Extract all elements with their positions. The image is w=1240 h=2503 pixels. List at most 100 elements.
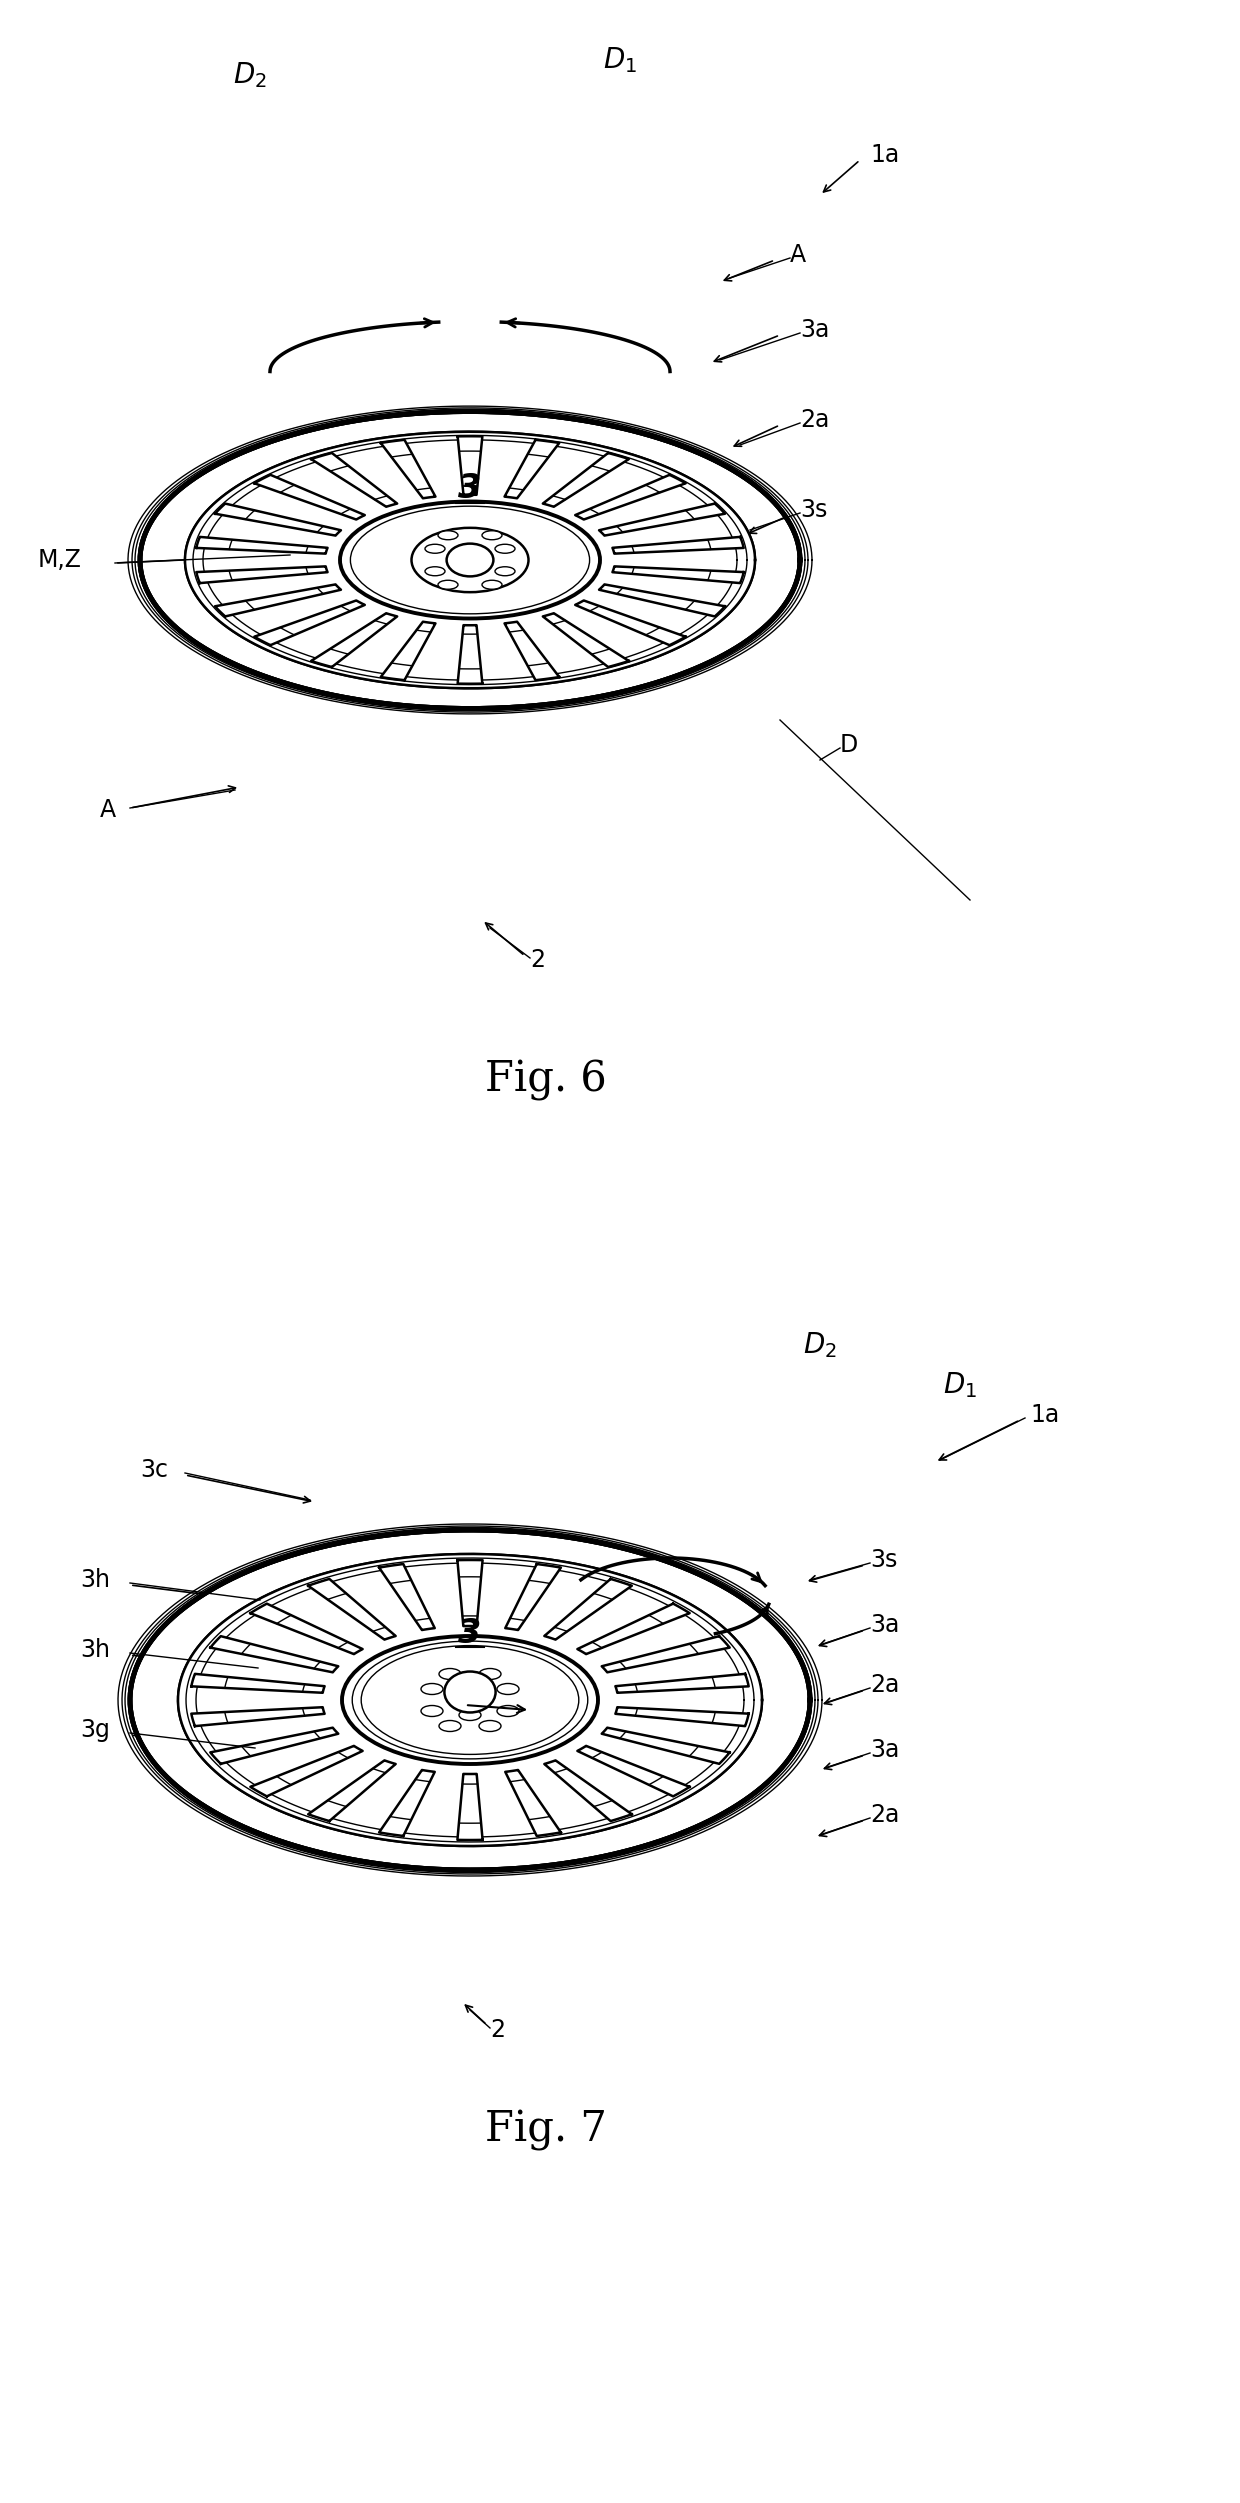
Text: 3c: 3c <box>140 1459 167 1482</box>
Text: 1a: 1a <box>1030 1404 1059 1427</box>
Polygon shape <box>179 1554 763 1847</box>
Polygon shape <box>215 583 341 616</box>
Ellipse shape <box>425 566 445 576</box>
Ellipse shape <box>459 1680 481 1690</box>
Polygon shape <box>185 431 755 688</box>
Polygon shape <box>196 566 327 583</box>
Text: A: A <box>100 798 117 821</box>
Ellipse shape <box>444 1672 496 1712</box>
Polygon shape <box>578 1747 689 1797</box>
Polygon shape <box>615 1675 749 1692</box>
Polygon shape <box>254 476 365 521</box>
Text: 3: 3 <box>459 1617 481 1649</box>
Polygon shape <box>505 441 559 498</box>
Polygon shape <box>543 453 629 506</box>
Polygon shape <box>130 1529 810 1870</box>
Text: Fig. 6: Fig. 6 <box>485 1059 606 1101</box>
Text: 3a: 3a <box>800 318 830 343</box>
Text: 2: 2 <box>529 949 546 971</box>
Text: A: A <box>790 243 806 268</box>
Polygon shape <box>191 1707 325 1727</box>
Polygon shape <box>381 441 435 498</box>
Polygon shape <box>250 1604 362 1654</box>
Polygon shape <box>505 1770 560 1837</box>
Polygon shape <box>215 503 341 536</box>
Text: 2a: 2a <box>870 1672 899 1697</box>
Polygon shape <box>599 583 725 616</box>
Polygon shape <box>379 1770 435 1837</box>
Polygon shape <box>544 1760 632 1822</box>
Polygon shape <box>615 1707 749 1727</box>
Text: $D_2$: $D_2$ <box>233 60 267 90</box>
Polygon shape <box>191 1675 325 1692</box>
Polygon shape <box>140 410 800 708</box>
Polygon shape <box>309 1760 396 1822</box>
Polygon shape <box>130 1529 810 1870</box>
Polygon shape <box>342 1637 598 1765</box>
Ellipse shape <box>361 1644 579 1755</box>
Text: 3h: 3h <box>81 1637 110 1662</box>
Ellipse shape <box>439 1670 461 1680</box>
Polygon shape <box>613 566 744 583</box>
Ellipse shape <box>482 531 502 541</box>
Polygon shape <box>458 1775 482 1840</box>
Ellipse shape <box>422 1685 443 1695</box>
Polygon shape <box>458 436 482 496</box>
Text: 3a: 3a <box>870 1737 899 1762</box>
Text: D: D <box>839 733 858 756</box>
Text: $D_1$: $D_1$ <box>603 45 637 75</box>
Text: M,Z: M,Z <box>38 548 82 573</box>
Text: 1a: 1a <box>870 143 899 168</box>
Text: $D_1$: $D_1$ <box>942 1369 977 1399</box>
Ellipse shape <box>497 1685 520 1695</box>
Polygon shape <box>601 1637 729 1672</box>
Ellipse shape <box>495 566 515 576</box>
Polygon shape <box>505 621 559 681</box>
Polygon shape <box>340 501 600 618</box>
Ellipse shape <box>479 1670 501 1680</box>
Polygon shape <box>196 538 327 553</box>
Polygon shape <box>613 538 744 553</box>
Text: 2a: 2a <box>800 408 830 433</box>
Text: Fig. 7: Fig. 7 <box>485 2110 606 2150</box>
Polygon shape <box>505 1564 560 1629</box>
Polygon shape <box>379 1564 435 1629</box>
Polygon shape <box>140 410 800 708</box>
Polygon shape <box>458 626 482 683</box>
Polygon shape <box>250 1747 362 1797</box>
Ellipse shape <box>425 543 445 553</box>
Polygon shape <box>578 1604 689 1654</box>
Ellipse shape <box>479 1720 501 1732</box>
Text: 2: 2 <box>490 2017 505 2042</box>
Text: $D_2$: $D_2$ <box>804 1329 837 1359</box>
Polygon shape <box>254 601 365 646</box>
Ellipse shape <box>446 543 494 576</box>
Polygon shape <box>179 1554 763 1847</box>
Ellipse shape <box>438 581 458 588</box>
Ellipse shape <box>342 1637 598 1765</box>
Ellipse shape <box>439 1720 461 1732</box>
Ellipse shape <box>497 1705 520 1717</box>
Ellipse shape <box>482 581 502 588</box>
Polygon shape <box>544 1579 632 1639</box>
Text: 3s: 3s <box>800 498 827 523</box>
Ellipse shape <box>459 1710 481 1720</box>
Polygon shape <box>601 1727 729 1765</box>
Text: 3: 3 <box>459 473 481 506</box>
Polygon shape <box>599 503 725 536</box>
Ellipse shape <box>438 531 458 541</box>
Polygon shape <box>311 453 397 506</box>
Text: 3h: 3h <box>81 1567 110 1592</box>
Polygon shape <box>543 613 629 666</box>
Text: 3a: 3a <box>870 1612 899 1637</box>
Ellipse shape <box>412 528 528 593</box>
Ellipse shape <box>340 501 600 618</box>
Polygon shape <box>575 601 686 646</box>
Ellipse shape <box>495 543 515 553</box>
Ellipse shape <box>422 1705 443 1717</box>
Polygon shape <box>458 1559 482 1627</box>
Text: 2a: 2a <box>870 1802 899 1827</box>
Polygon shape <box>309 1579 396 1639</box>
Polygon shape <box>211 1727 339 1765</box>
Polygon shape <box>575 476 686 521</box>
